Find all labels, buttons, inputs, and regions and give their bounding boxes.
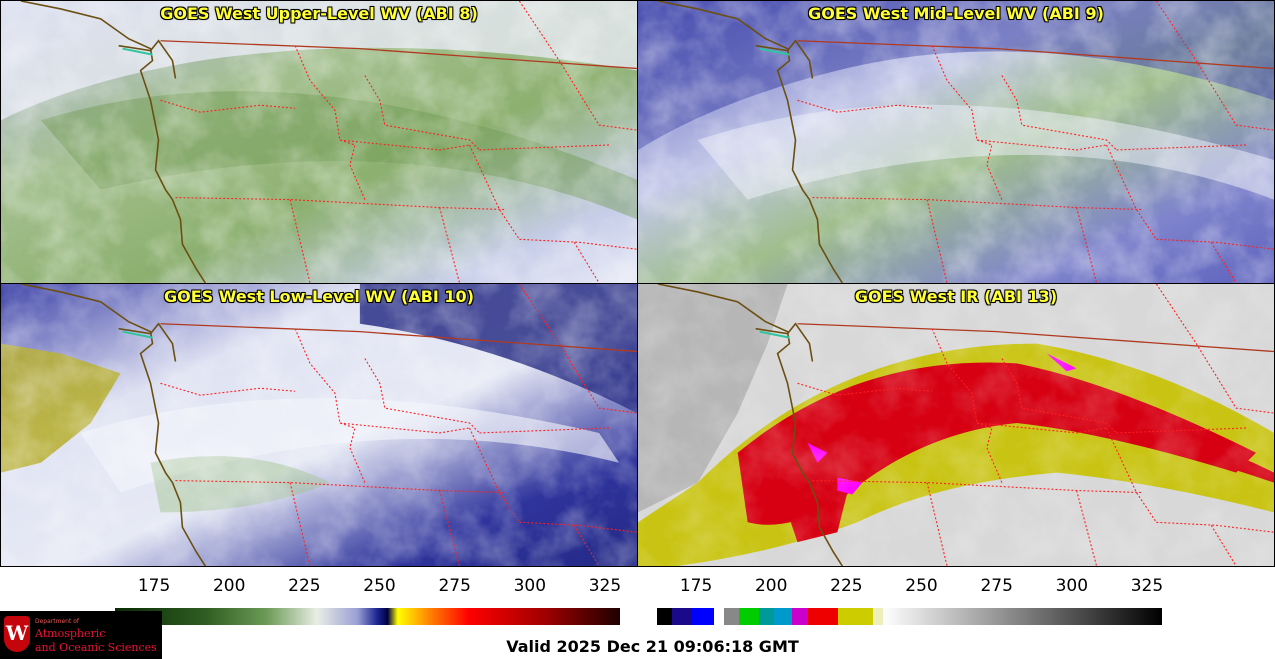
colorbar-tick-label: 225 xyxy=(830,576,863,596)
colorbar-tick-label: 300 xyxy=(513,576,547,596)
upper-wv-image xyxy=(1,1,637,283)
low-wv-image xyxy=(1,284,637,566)
colorbar-tick-label: 250 xyxy=(905,576,938,596)
colorbar-wv-ticks: 175 200 225 250 275 300 325 xyxy=(115,576,622,600)
panel-upper-wv: GOES West Upper-Level WV (ABI 8) xyxy=(0,0,638,284)
ir-title: GOES West IR (ABI 13) xyxy=(854,287,1058,306)
colorbar-tick-label: 325 xyxy=(588,576,622,596)
panel-low-wv: GOES West Low-Level WV (ABI 10) xyxy=(0,283,638,567)
panel-mid-wv: GOES West Mid-Level WV (ABI 9) xyxy=(637,0,1275,284)
colorbar-tick-label: 200 xyxy=(212,576,246,596)
colorbar-tick-label: 200 xyxy=(754,576,788,596)
colorbar-tick-label: 250 xyxy=(363,576,396,596)
valid-time: Valid 2025 Dec 21 09:06:18 GMT xyxy=(506,637,799,656)
colorbar-tick-label: 300 xyxy=(1055,576,1089,596)
logo-dept: Department of xyxy=(35,618,79,625)
colorbar-wv xyxy=(115,608,620,625)
aos-logo: W Department of Atmospheric and Oceanic … xyxy=(0,611,162,659)
colorbar-ir-ticks: 175 200 225 250 275 300 325 xyxy=(657,576,1164,600)
mid-wv-title: GOES West Mid-Level WV (ABI 9) xyxy=(808,4,1104,23)
colorbar-tick-label: 275 xyxy=(980,576,1013,596)
colorbar-tick-label: 225 xyxy=(288,576,321,596)
colorbar-tick-label: 325 xyxy=(1130,576,1164,596)
upper-wv-title: GOES West Upper-Level WV (ABI 8) xyxy=(160,4,478,23)
uw-crest-icon: W xyxy=(4,616,30,652)
colorbar-tick-label: 175 xyxy=(137,576,171,596)
logo-line1: Atmospheric xyxy=(35,627,106,640)
ir-image xyxy=(638,284,1274,566)
colorbar-tick-label: 275 xyxy=(438,576,471,596)
logo-line2: and Oceanic Sciences xyxy=(35,641,157,654)
low-wv-title: GOES West Low-Level WV (ABI 10) xyxy=(163,287,474,306)
mid-wv-image xyxy=(638,1,1274,283)
colorbar-ir xyxy=(657,608,1162,625)
panel-ir: GOES West IR (ABI 13) xyxy=(637,283,1275,567)
colorbar-tick-label: 175 xyxy=(679,576,713,596)
